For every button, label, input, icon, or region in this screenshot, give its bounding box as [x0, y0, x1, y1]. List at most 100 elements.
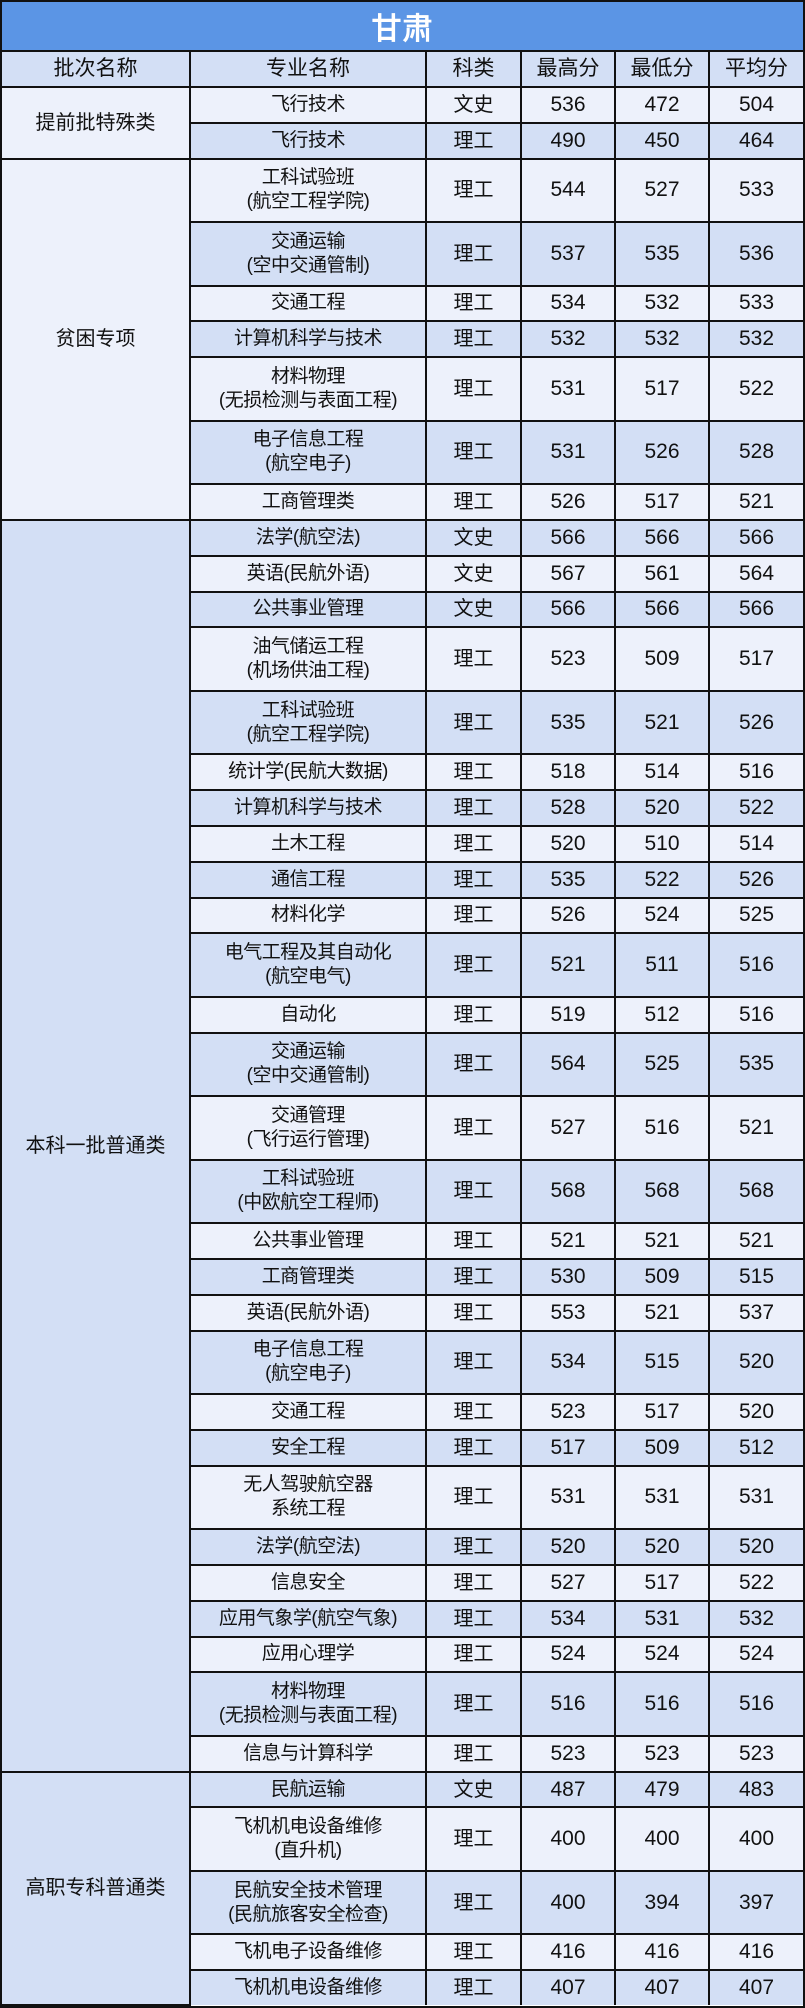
min-score-cell: 511	[614, 932, 710, 998]
subject-type-cell: 理工	[425, 1095, 522, 1161]
max-score-cell: 523	[520, 1734, 616, 1773]
header-subject-type: 科类	[425, 52, 522, 88]
avg-score-cell: 566	[708, 518, 803, 557]
major-cell: 应用气象学(航空气象)	[190, 1599, 427, 1638]
avg-score-cell: 566	[708, 590, 803, 629]
major-line: 材料物理	[270, 1681, 346, 1703]
major-line: (航空工程学院)	[246, 191, 370, 213]
table-row: 交通运输 (空中交通管制) 理工 537 535 536	[2, 221, 803, 287]
major-line: 工科试验班	[261, 1168, 355, 1190]
major-line: (飞行运行管理)	[246, 1128, 370, 1150]
avg-score-cell: 533	[708, 157, 803, 224]
avg-score-cell: 526	[708, 860, 803, 899]
avg-score-cell: 522	[708, 789, 803, 827]
major-line: 民航运输	[270, 1778, 346, 1800]
max-score-cell: 534	[520, 284, 616, 323]
min-score-cell: 521	[614, 689, 710, 756]
max-score-cell: 516	[520, 1671, 616, 1737]
table-row: 英语(民航外语) 理工 553 521 537	[2, 1293, 803, 1332]
major-cell: 飞机机电设备维修 (直升机)	[190, 1806, 427, 1872]
max-score-cell: 524	[520, 1635, 616, 1674]
subject-type-cell: 理工	[425, 1671, 522, 1737]
major-cell: 电气工程及其自动化 (航空电气)	[190, 932, 427, 998]
avg-score-cell: 526	[708, 689, 803, 756]
major-cell: 英语(民航外语)	[190, 1293, 427, 1332]
header-batch: 批次名称	[2, 52, 191, 88]
major-line: (航空电子)	[265, 453, 351, 475]
max-score-cell: 517	[520, 1428, 616, 1467]
max-score-cell: 487	[520, 1770, 616, 1809]
min-score-cell: 532	[614, 284, 710, 323]
min-score-cell: 515	[614, 1329, 710, 1396]
major-cell: 计算机科学与技术	[190, 320, 427, 359]
major-cell: 通信工程	[190, 860, 427, 899]
major-line: 计算机科学与技术	[233, 797, 383, 819]
major-cell: 飞机电子设备维修	[190, 1933, 427, 1972]
table-row: 工科试验班 (航空工程学院) 理工 535 521 526	[2, 689, 803, 756]
table-row: 法学(航空法) 理工 520 520 520	[2, 1528, 803, 1566]
major-line: 计算机科学与技术	[233, 328, 383, 350]
major-cell: 交通运输 (空中交通管制)	[190, 221, 427, 287]
major-line: 公共事业管理	[252, 1230, 364, 1252]
min-score-cell: 472	[614, 86, 710, 124]
table-row: 安全工程 理工 517 509 512	[2, 1428, 803, 1467]
table-row: 英语(民航外语) 文史 567 561 564	[2, 554, 803, 593]
major-line: 民航安全技术管理	[233, 1879, 383, 1901]
header-min-score: 最低分	[614, 52, 710, 88]
avg-score-cell: 522	[708, 1563, 803, 1602]
avg-score-cell: 537	[708, 1293, 803, 1332]
avg-score-cell: 521	[708, 1222, 803, 1260]
max-score-cell: 518	[520, 753, 616, 792]
subject-type-cell: 理工	[425, 860, 522, 899]
max-score-cell: 520	[520, 1528, 616, 1566]
table-row: 材料物理 (无损检测与表面工程) 理工 516 516 516	[2, 1671, 803, 1737]
min-score-cell: 416	[614, 1933, 710, 1972]
subject-type-cell: 文史	[425, 518, 522, 557]
avg-score-cell: 532	[708, 1599, 803, 1638]
min-score-cell: 561	[614, 554, 710, 593]
major-cell: 材料化学	[190, 896, 427, 935]
max-score-cell: 566	[520, 518, 616, 557]
major-cell: 信息与计算科学	[190, 1734, 427, 1773]
batch-cell: 本科一批普通类	[2, 518, 191, 1773]
min-score-cell: 526	[614, 419, 710, 486]
avg-score-cell: 531	[708, 1464, 803, 1531]
min-score-cell: 516	[614, 1671, 710, 1737]
table-row: 应用气象学(航空气象) 理工 534 531 532	[2, 1599, 803, 1638]
major-cell: 工科试验班 (中欧航空工程师)	[190, 1158, 427, 1225]
table-row: 本科一批普通类 法学(航空法) 文史 566 566 566	[2, 518, 803, 1773]
major-cell: 民航运输	[189, 1770, 427, 1809]
min-score-cell: 535	[614, 221, 710, 287]
max-score-cell: 523	[520, 1393, 616, 1431]
subject-type-cell: 理工	[425, 1329, 522, 1396]
major-line: (无损检测与表面工程)	[218, 389, 398, 411]
max-score-cell: 527	[520, 1095, 616, 1161]
subject-type-cell: 理工	[425, 1257, 522, 1296]
major-line: 电气工程及其自动化	[224, 942, 392, 964]
major-line: 交通工程	[270, 292, 346, 314]
subject-type-cell: 理工	[425, 753, 522, 792]
subject-type-cell: 理工	[425, 1293, 522, 1332]
table-row: 土木工程 理工 520 510 514	[2, 824, 803, 863]
max-score-cell: 531	[520, 1464, 616, 1531]
max-score-cell: 416	[520, 1933, 616, 1972]
table-row: 材料化学 理工 526 524 525	[2, 896, 803, 935]
major-cell: 民航安全技术管理 (民航旅客安全检查)	[190, 1869, 427, 1936]
major-line: 安全工程	[270, 1436, 346, 1458]
min-score-cell: 450	[614, 121, 710, 160]
avg-score-cell: 520	[708, 1329, 803, 1396]
major-cell: 工商管理类	[190, 483, 427, 521]
subject-type-cell: 理工	[425, 121, 522, 160]
min-score-cell: 525	[614, 1031, 710, 1098]
max-score-cell: 553	[520, 1293, 616, 1332]
table-row: 计算机科学与技术 理工 532 532 532	[2, 320, 803, 359]
avg-score-cell: 521	[708, 1095, 803, 1161]
major-cell: 工科试验班 (航空工程学院)	[189, 157, 427, 224]
major-line: 通信工程	[270, 868, 346, 890]
min-score-cell: 531	[614, 1464, 710, 1531]
avg-score-cell: 516	[708, 753, 803, 792]
subject-type-cell: 理工	[425, 1464, 522, 1531]
max-score-cell: 490	[520, 121, 616, 160]
major-line: (民航旅客安全检查)	[228, 1903, 388, 1925]
max-score-cell: 535	[520, 860, 616, 899]
